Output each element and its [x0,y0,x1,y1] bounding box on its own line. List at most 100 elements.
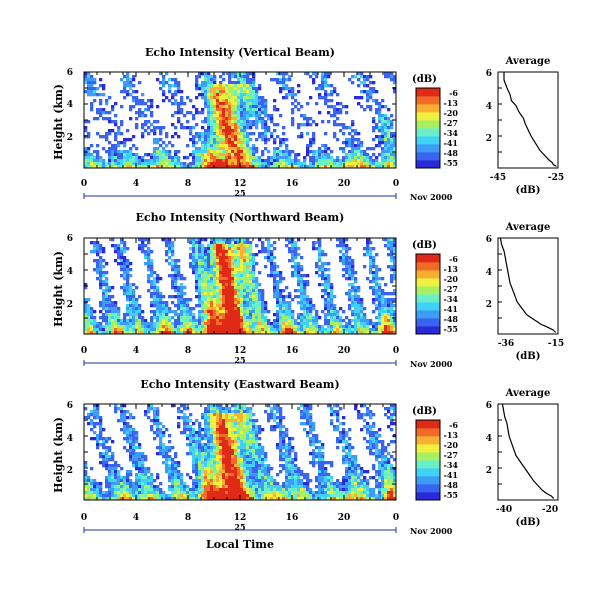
heatmap-cell [327,280,331,284]
heatmap-cell [384,150,388,154]
heatmap-cell [333,295,337,299]
heatmap-cell [201,250,205,254]
heatmap-cell [117,129,121,133]
heatmap-cell [288,461,292,465]
heatmap-cell [237,123,241,127]
heatmap-cell [234,135,238,139]
heatmap-cell [234,90,238,94]
heatmap-cell [387,162,391,166]
heatmap-cell [243,117,247,121]
heatmap-cell [345,262,349,266]
heatmap-cell [219,165,223,169]
heatmap-cell [171,165,175,169]
heatmap-cell [288,165,292,169]
heatmap-cell [246,138,250,142]
heatmap-cell [306,132,310,136]
heatmap-cell [183,404,187,408]
heatmap-cell [201,84,205,88]
heatmap-cell [324,274,328,278]
heatmap-cell [249,265,253,269]
x-tick-label: 20 [338,179,351,189]
heatmap-cell [132,135,136,139]
heatmap-cell [102,162,106,166]
heatmap-cell [246,156,250,160]
heatmap-cell [330,159,334,163]
heatmap-cell [147,108,151,112]
heatmap-cell [252,75,256,79]
heatmap-cell [240,437,244,441]
heatmap-cell [240,241,244,245]
heatmap-cell [189,310,193,314]
heatmap-cell [387,416,391,420]
heatmap-cell [120,328,124,332]
heatmap-cell [93,87,97,91]
heatmap-cell [87,316,91,320]
heatmap-cell [243,425,247,429]
heatmap-cell [378,162,382,166]
heatmap-cell [102,87,106,91]
heatmap-cell [201,147,205,151]
heatmap-cell [129,443,133,447]
heatmap-cell [339,325,343,329]
heatmap-cell [291,313,295,317]
heatmap-cell [120,123,124,127]
heatmap-cell [105,461,109,465]
heatmap-cell [369,250,373,254]
heatmap-cell [384,162,388,166]
panel-vertical-beam: Echo Intensity (Vertical Beam) Height (k… [52,46,453,202]
heatmap-cell [111,108,115,112]
heatmap-cell [162,159,166,163]
heatmap-cell [162,93,166,97]
heatmap-cell [219,250,223,254]
heatmap-cell [384,72,388,76]
heatmap-cell [168,141,172,145]
heatmap-cell [348,449,352,453]
heatmap-cell [339,440,343,444]
heatmap-cell [219,126,223,130]
heatmap-cell [141,165,145,169]
heatmap-cell [162,162,166,166]
heatmap-cell [102,295,106,299]
heatmap-cell [330,304,334,308]
heatmap-cell [210,458,214,462]
heatmap-cell [201,437,205,441]
heatmap-cell [120,419,124,423]
heatmap-cell [381,117,385,121]
heatmap-cell [258,120,262,124]
heatmap-cell [261,464,265,468]
heatmap-cell [120,105,124,109]
heatmap-cell [291,244,295,248]
heatmap-cell [237,292,241,296]
heatmap-cell [138,102,142,106]
heatmap-cell [321,144,325,148]
heatmap-cell [237,325,241,329]
heatmap-cell [315,265,319,269]
heatmap-cell [171,262,175,266]
heatmap-cell [198,443,202,447]
heatmap-cell [162,331,166,335]
heatmap-cell [249,413,253,417]
heatmap-cell [264,132,268,136]
heatmap-cell [198,147,202,151]
heatmap-cell [231,274,235,278]
heatmap-cell [171,250,175,254]
heatmap-cell [363,404,367,408]
heatmap-cell [192,262,196,266]
heatmap-cell [243,443,247,447]
heatmap-cell [276,416,280,420]
heatmap-cell [225,126,229,130]
heatmap-cell [159,422,163,426]
heatmap-cell [384,144,388,148]
heatmap-cell [258,292,262,296]
heatmap-cell [90,93,94,97]
heatmap-cell [228,292,232,296]
heatmap-cell [243,93,247,97]
heatmap-cell [90,156,94,160]
heatmap-cell [153,132,157,136]
heatmap-cell [144,331,148,335]
heatmap-cell [144,262,148,266]
heatmap-cell [354,292,358,296]
heatmap-cell [159,72,163,76]
heatmap-cell [147,289,151,293]
heatmap-cell [102,455,106,459]
